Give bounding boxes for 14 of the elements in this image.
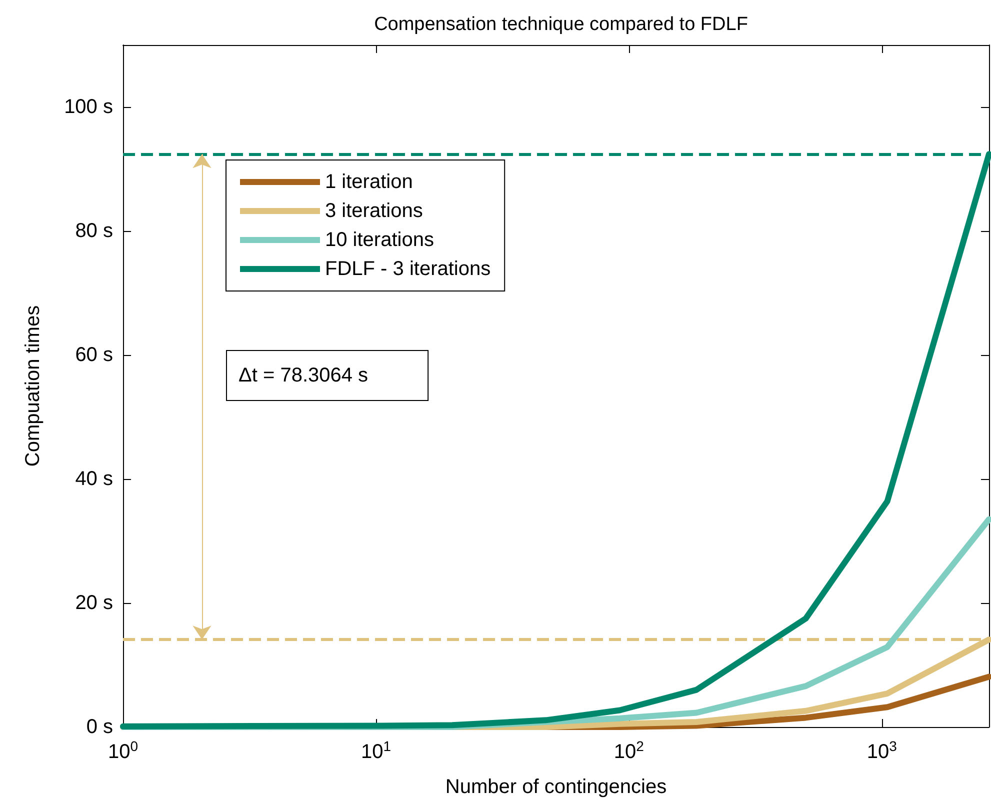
y-tick-label: 20 s [75,592,113,614]
y-tick-label: 60 s [75,344,113,366]
x-axis-title: Number of contingencies [445,776,667,798]
legend-label: 3 iterations [325,200,423,222]
y-tick-label: 100 s [64,96,113,118]
legend-label: 1 iteration [325,171,413,193]
annotation: Δt = 78.3064 s [238,364,368,386]
y-axis-title: Compuation times [22,305,44,467]
legend-label: FDLF - 3 iterations [325,258,491,280]
y-tick-label: 0 s [86,716,113,738]
chart-title: Compensation technique compared to FDLF [374,14,748,35]
y-tick-label: 40 s [75,468,113,490]
y-tick-label: 80 s [75,220,113,242]
legend-label: 10 iterations [325,229,434,251]
